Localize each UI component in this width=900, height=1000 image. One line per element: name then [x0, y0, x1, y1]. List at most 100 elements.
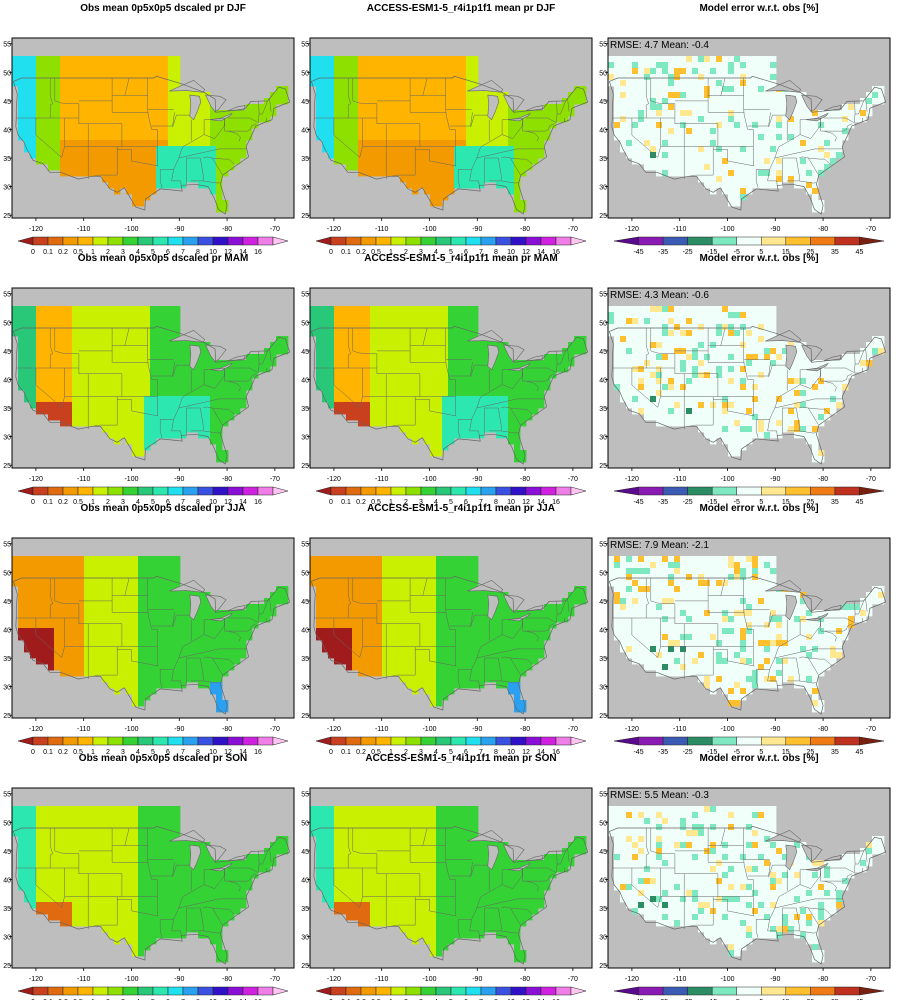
map-cell — [800, 104, 807, 111]
map-cell — [352, 336, 359, 343]
map-cell — [376, 330, 383, 337]
map-cell — [132, 140, 139, 147]
map-cell — [30, 62, 37, 69]
map-cell — [448, 188, 455, 195]
map-cell — [334, 324, 341, 331]
map-cell — [650, 56, 657, 63]
state-border — [397, 396, 416, 426]
map-cell — [358, 330, 365, 337]
map-cell — [114, 336, 121, 343]
map-cell — [794, 384, 801, 391]
map-cell — [466, 384, 473, 391]
map-cell — [830, 140, 837, 147]
colorbar-tick-label: 4 — [434, 249, 438, 256]
map-cell — [758, 104, 765, 111]
map-cell — [668, 342, 675, 349]
map-cell — [574, 98, 581, 105]
map-cell — [96, 62, 103, 69]
map-cell — [740, 152, 747, 159]
map-cell — [812, 384, 819, 391]
map-cell — [388, 56, 395, 63]
state-border — [743, 78, 754, 166]
map-cell — [728, 444, 735, 451]
map-cell — [680, 134, 687, 141]
map-cell — [216, 402, 223, 409]
map-cell — [120, 176, 127, 183]
map-cell — [800, 110, 807, 117]
map-cell — [382, 378, 389, 385]
map-cell — [466, 176, 473, 183]
map-cell — [716, 158, 723, 165]
map-cell — [722, 68, 729, 75]
map-cell — [770, 104, 777, 111]
map-cell — [328, 360, 335, 367]
map-cell — [574, 336, 581, 343]
map-cell — [222, 164, 229, 171]
map-cell — [872, 348, 879, 355]
map-cell — [18, 360, 25, 367]
map-cell — [132, 188, 139, 195]
map-cell — [466, 366, 473, 373]
map-cell — [454, 56, 461, 63]
map-cell — [204, 170, 211, 177]
map-cell — [484, 348, 491, 355]
map-cell — [18, 384, 25, 391]
map-cell — [632, 74, 639, 81]
map-cell — [174, 152, 181, 159]
map-cell — [860, 110, 867, 117]
map-cell — [30, 396, 37, 403]
colorbar-tick-label: 16 — [552, 249, 560, 256]
map-cell — [234, 360, 241, 367]
map-cell — [710, 330, 717, 337]
map-cell — [442, 152, 449, 159]
map-cell — [156, 402, 163, 409]
map-cell — [472, 348, 479, 355]
map-cell — [216, 206, 223, 213]
map-cell — [382, 122, 389, 129]
map-cell — [638, 348, 645, 355]
state-border — [747, 112, 771, 127]
map-cell — [126, 182, 133, 189]
map-cell — [78, 56, 85, 63]
map-cell — [120, 80, 127, 87]
x-tick-label: -90 — [472, 226, 482, 233]
map-cell — [156, 414, 163, 421]
map-cell — [556, 110, 563, 117]
map-cell — [614, 86, 621, 93]
map-cell — [692, 366, 699, 373]
map-cell — [126, 68, 133, 75]
colorbar-tick-label: 3 — [121, 249, 125, 256]
colorbar-tick-label: 8 — [196, 499, 200, 506]
map-cell — [78, 306, 85, 313]
map-cell — [836, 122, 843, 129]
map-cell — [484, 92, 491, 99]
map-cell — [412, 116, 419, 123]
map-cell — [150, 360, 157, 367]
map-cell — [394, 110, 401, 117]
map-cell — [782, 366, 789, 373]
map-cell — [716, 432, 723, 439]
map-cell — [54, 104, 61, 111]
map-cell — [544, 110, 551, 117]
map-cell — [632, 116, 639, 123]
map-cell — [334, 134, 341, 141]
map-cell — [508, 378, 515, 385]
map-cell — [126, 426, 133, 433]
map-cell — [352, 324, 359, 331]
map-cell — [352, 56, 359, 63]
map-cell — [36, 390, 43, 397]
map-cell — [234, 134, 241, 141]
map-cell — [442, 104, 449, 111]
map-cell — [644, 378, 651, 385]
map-cell — [740, 390, 747, 397]
map-cell — [502, 426, 509, 433]
map-cell — [376, 140, 383, 147]
map-cell — [656, 56, 663, 63]
map-cell — [436, 342, 443, 349]
map-cell — [454, 420, 461, 427]
map-cell — [168, 402, 175, 409]
map-cell — [764, 146, 771, 153]
map-cell — [734, 330, 741, 337]
map-cell — [340, 92, 347, 99]
map-cell — [758, 402, 765, 409]
